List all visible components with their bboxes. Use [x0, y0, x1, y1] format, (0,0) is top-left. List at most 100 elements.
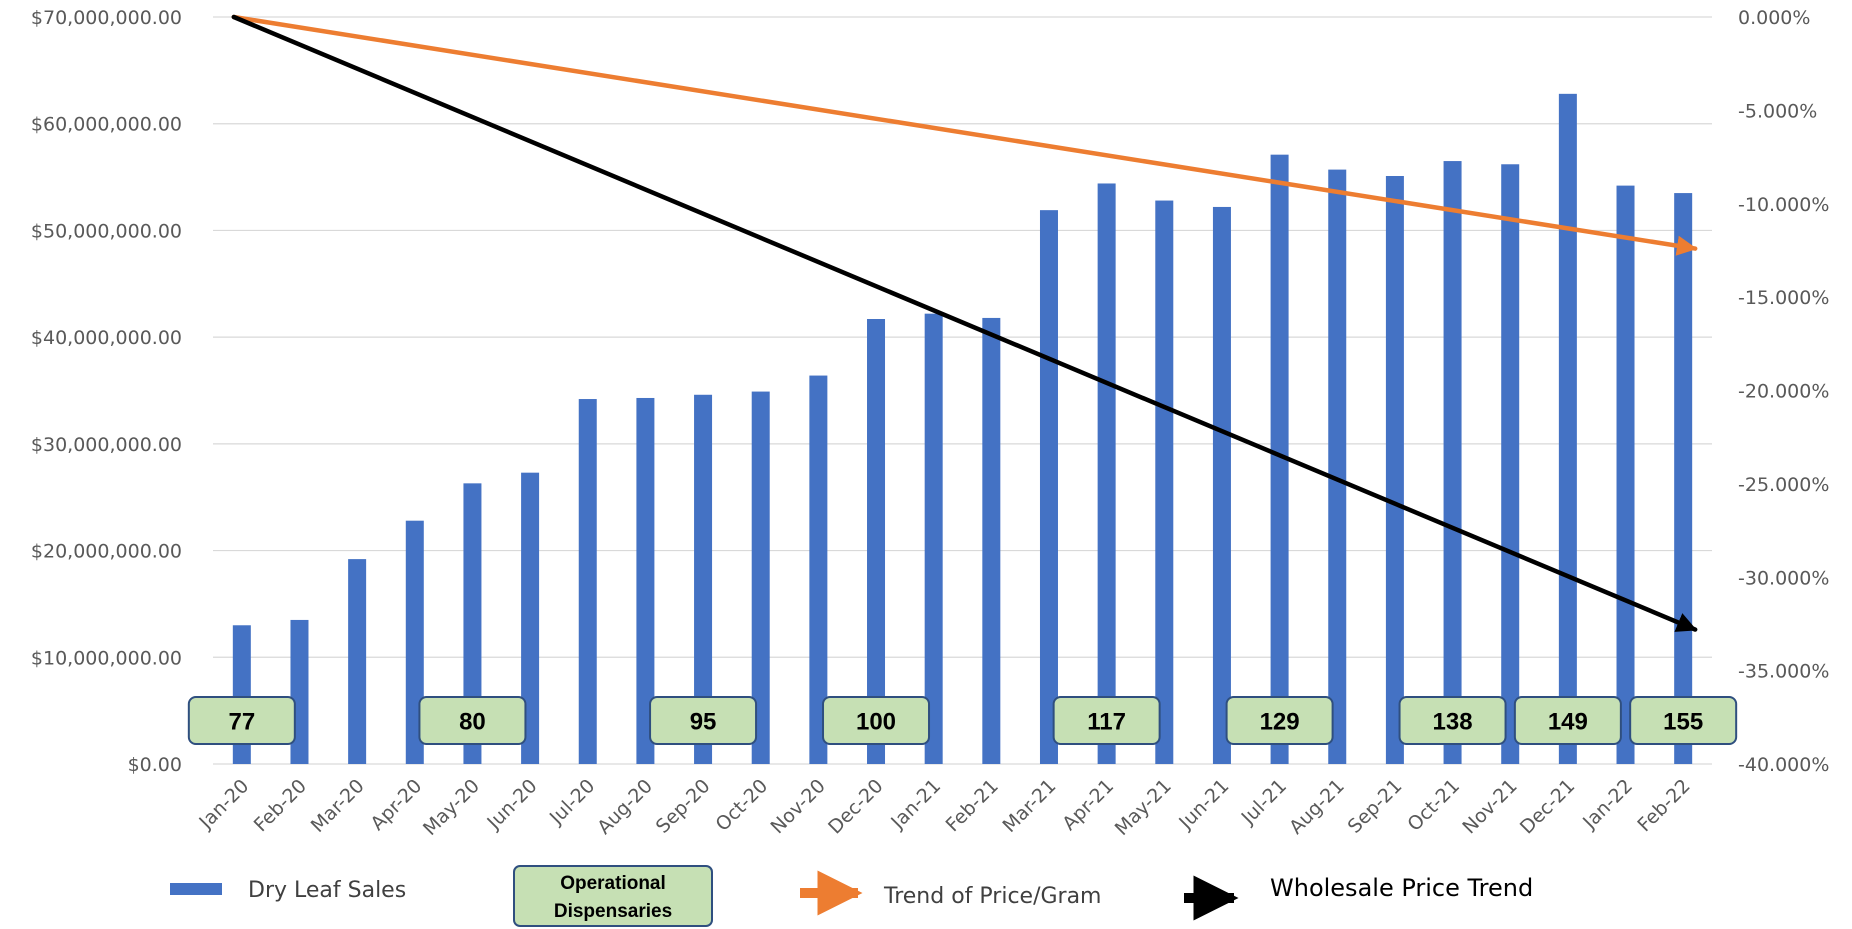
dispensary-count-label: 138: [1433, 709, 1473, 736]
dispensary-count-box: [1225, 696, 1334, 745]
dispensary-count-label: 95: [690, 709, 717, 736]
x-tick-label: Dec-21: [1516, 775, 1580, 839]
bar: [982, 317, 1001, 764]
right-tick-label: -25.000%: [1738, 474, 1829, 496]
dispensary-count-box: [1052, 696, 1161, 745]
bar: [1501, 164, 1520, 764]
x-tick-label: Sep-21: [1344, 775, 1407, 838]
dispensary-count-box: [1629, 696, 1738, 745]
x-tick-label: Jun-21: [1174, 775, 1233, 834]
bar: [1328, 169, 1347, 764]
x-tick-label: Oct-20: [712, 775, 773, 836]
legend-dispensaries-line1: Operational: [560, 873, 666, 894]
right-tick-label: -40.000%: [1738, 754, 1829, 776]
x-tick-label: Oct-21: [1403, 775, 1464, 836]
bar: [1039, 210, 1058, 765]
bar: [1097, 183, 1116, 764]
bar: [463, 483, 482, 764]
bar: [924, 313, 943, 764]
legend-wholesale-label: Wholesale Price Trend: [1270, 874, 1533, 902]
bars-dry-leaf-sales: [232, 93, 1693, 765]
x-tick-label: May-21: [1111, 775, 1176, 840]
x-tick-label: May-20: [419, 775, 484, 840]
bar: [809, 375, 828, 764]
bar: [867, 319, 886, 764]
dispensary-count-label: 77: [228, 709, 255, 736]
right-axis: -40.000% -35.000% -30.000% -25.000% -20.000%…: [1738, 7, 1829, 776]
dispensary-count-label: 155: [1663, 709, 1703, 736]
left-tick-label: $60,000,000.00: [31, 114, 182, 136]
right-tick-label: 0.000%: [1738, 7, 1810, 29]
right-tick-label: -15.000%: [1738, 287, 1829, 309]
legend-sales-label: Dry Leaf Sales: [248, 878, 406, 903]
right-tick-label: -20.000%: [1738, 381, 1829, 403]
dispensary-labels: 77 80 95 100 117 129 138 149 155: [187, 696, 1738, 745]
dispensary-count-label: 129: [1260, 709, 1300, 736]
x-tick-label: Jan-22: [1578, 775, 1637, 834]
dispensary-count-label: 100: [856, 709, 896, 736]
dispensary-count-box: [822, 696, 931, 745]
x-tick-label: Dec-20: [824, 775, 888, 839]
x-tick-label: Jun-20: [482, 775, 541, 834]
dispensary-count-label: 117: [1087, 709, 1126, 736]
bar: [694, 394, 713, 764]
x-tick-label: Nov-21: [1458, 775, 1521, 838]
bar: [1385, 176, 1404, 765]
x-tick-label: Nov-20: [767, 775, 830, 838]
dispensary-count-label: 149: [1548, 709, 1588, 736]
left-tick-label: $40,000,000.00: [31, 327, 182, 349]
x-tick-label: Mar-20: [307, 775, 369, 837]
trend-price-gram-arrow: [231, 14, 1698, 256]
dispensary-count-box: [649, 696, 758, 745]
bar: [1616, 185, 1635, 764]
trend-lines: [231, 14, 1698, 632]
right-tick-label: -10.000%: [1738, 194, 1829, 216]
bar: [1155, 200, 1174, 764]
right-tick-label: -35.000%: [1738, 661, 1829, 683]
x-tick-label: Feb-22: [1633, 775, 1694, 836]
x-tick-label: Aug-21: [1285, 775, 1349, 839]
left-tick-label: $10,000,000.00: [31, 647, 182, 669]
bar: [521, 472, 540, 764]
legend-dispensaries-box: [513, 865, 713, 927]
x-tick-label: Aug-20: [593, 775, 657, 839]
x-tick-label: Sep-20: [652, 775, 715, 838]
legend-price-gram-label: Trend of Price/Gram: [883, 884, 1102, 909]
right-tick-label: -30.000%: [1738, 567, 1829, 589]
trend-wholesale-arrow: [231, 14, 1698, 632]
x-tick-label: Jan-21: [886, 775, 945, 834]
bar: [751, 391, 770, 764]
bar: [1270, 154, 1289, 764]
left-tick-label: $0.00: [128, 754, 182, 776]
x-tick-label: Jul-21: [1237, 775, 1291, 829]
dispensary-count-box: [1513, 696, 1622, 745]
bar: [578, 399, 597, 764]
x-tick-label: Apr-20: [366, 775, 426, 835]
legend: Dry Leaf Sales Operational Dispensaries …: [170, 865, 1533, 927]
x-tick-label: Jul-20: [545, 775, 599, 829]
bar: [1674, 193, 1693, 765]
dispensary-count-box: [418, 696, 527, 745]
dispensary-count-label: 80: [459, 709, 486, 736]
bar: [1212, 206, 1231, 765]
dispensary-count-box: [187, 696, 296, 745]
left-axis: $0.00 $10,000,000.00 $20,000,000.00 $30,000…: [31, 7, 182, 776]
bar: [348, 559, 367, 764]
right-tick-label: -5.000%: [1738, 100, 1817, 122]
bar: [1443, 161, 1462, 765]
gridlines: [213, 16, 1712, 765]
left-tick-label: $50,000,000.00: [31, 220, 182, 242]
x-tick-label: Jan-20: [194, 775, 253, 834]
left-tick-label: $20,000,000.00: [31, 541, 182, 563]
legend-sales-swatch: [170, 883, 222, 895]
x-tick-label: Feb-20: [250, 775, 311, 836]
left-tick-label: $30,000,000.00: [31, 434, 182, 456]
x-tick-label: Feb-21: [942, 775, 1003, 836]
bar: [1558, 93, 1577, 764]
bar: [636, 397, 655, 764]
legend-dispensaries-line2: Dispensaries: [554, 901, 672, 922]
x-tick-label: Mar-21: [999, 775, 1061, 837]
left-tick-label: $70,000,000.00: [31, 7, 182, 29]
